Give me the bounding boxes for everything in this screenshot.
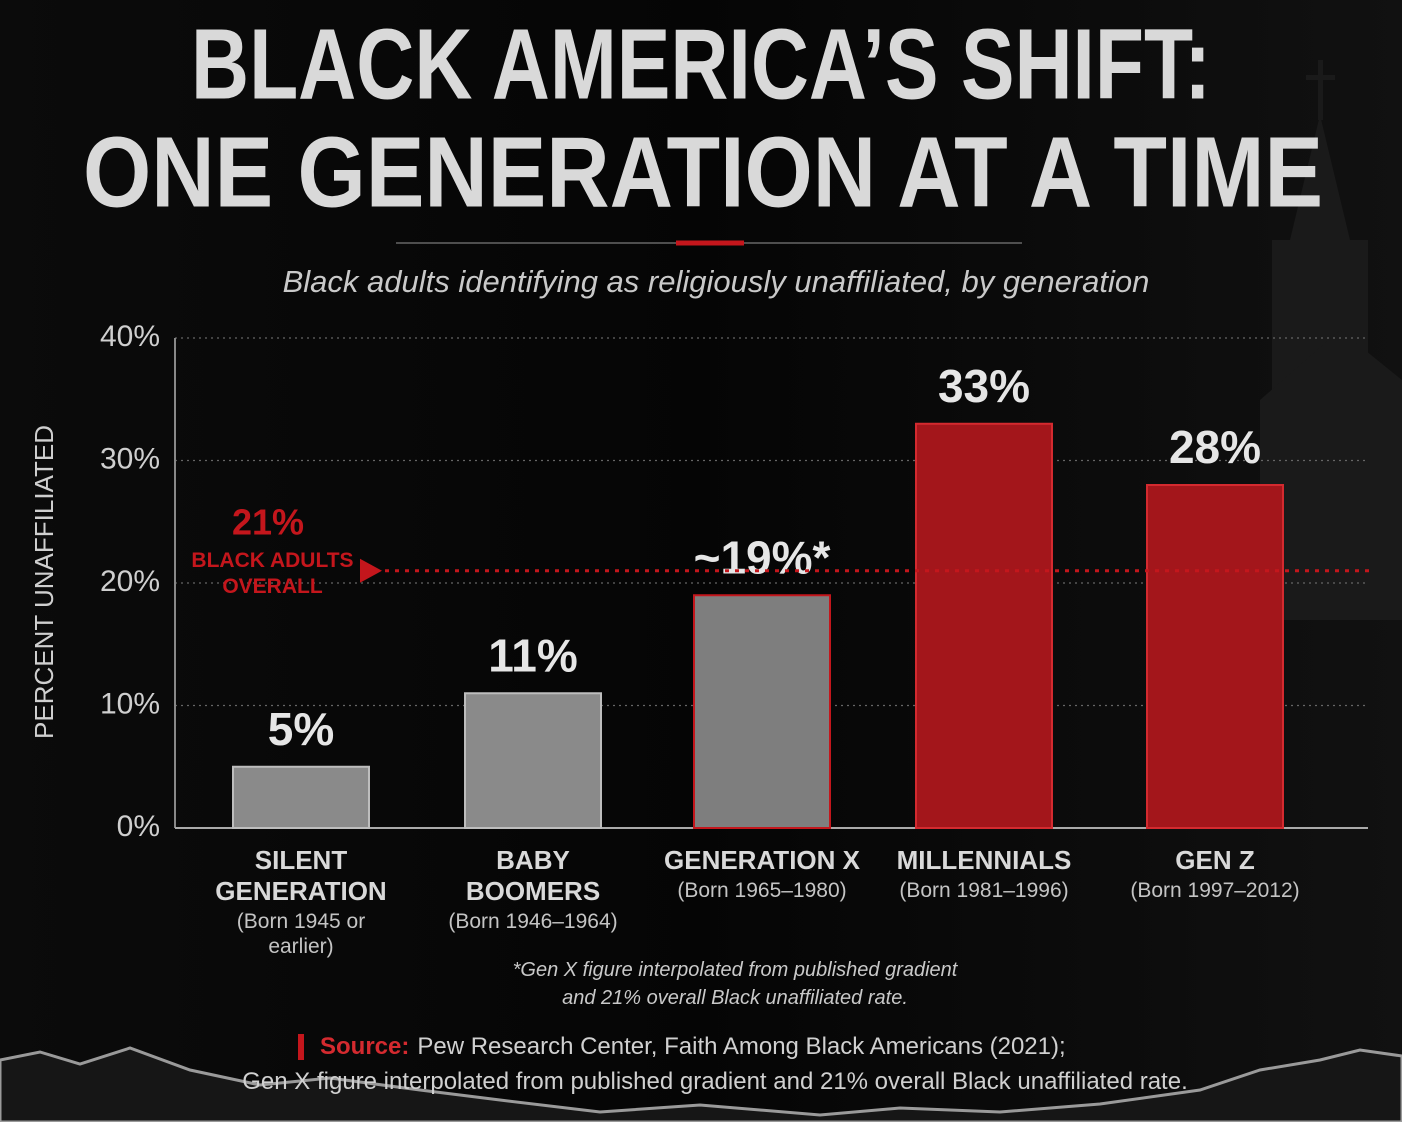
y-axis-label: PERCENT UNAFFILIATED (29, 425, 59, 739)
footnote: and 21% overall Black unaffiliated rate. (562, 987, 908, 1009)
x-tick-label: GEN Z (1175, 845, 1255, 875)
footnote: *Gen X figure interpolated from publishe… (512, 959, 958, 981)
y-tick-label: 0% (117, 810, 160, 843)
value-label: 33% (938, 360, 1030, 412)
y-tick-label: 40% (100, 320, 160, 353)
x-tick-label: BABY BOOMERS (465, 845, 601, 907)
church-silhouette (1260, 60, 1402, 620)
reference-text: BLACK ADULTS OVERALL (191, 549, 354, 599)
value-label: 11% (488, 629, 578, 681)
source-line: Source: Pew Research Center, Faith Among … (320, 1033, 1066, 1062)
value-label: 28% (1169, 421, 1261, 473)
reference-arrow (360, 558, 382, 583)
x-tick-label: MILLENNIALS (896, 845, 1072, 875)
source-text: Pew Research Center, Faith Among Black A… (417, 1033, 1066, 1060)
bar (693, 594, 831, 829)
x-tick-note: (Born 1965–1980) (677, 879, 847, 902)
chart-title: ONE GENERATION AT A TIME (83, 116, 1323, 228)
y-tick-label: 20% (100, 565, 160, 598)
bar (1146, 484, 1284, 829)
x-tick-note: (Born 1981–1996) (899, 879, 1069, 902)
value-label: ~19%* (694, 531, 831, 583)
x-tick-note: (Born 1945 or earlier) (236, 910, 366, 959)
bar (915, 422, 1053, 829)
torn-paper (0, 1046, 1402, 1122)
chart-title: BLACK AMERICA’S SHIFT: (191, 8, 1211, 120)
x-tick-label: SILENT GENERATION (215, 845, 387, 907)
source-text: Gen X figure interpolated from published… (242, 1068, 1188, 1095)
bar (464, 692, 602, 829)
y-tick-label: 30% (100, 442, 160, 475)
reference-value: 21% (232, 502, 304, 543)
x-tick-label: GENERATION X (664, 845, 860, 875)
x-tick-note: (Born 1946–1964) (448, 910, 618, 933)
source-accent (298, 1034, 304, 1060)
bar (232, 765, 370, 829)
y-tick-label: 10% (100, 687, 160, 720)
x-tick-note: (Born 1997–2012) (1130, 879, 1300, 902)
source-label: Source: (320, 1033, 410, 1060)
value-label: 5% (268, 703, 334, 755)
subtitle: Black adults identifying as religiously … (283, 264, 1150, 299)
